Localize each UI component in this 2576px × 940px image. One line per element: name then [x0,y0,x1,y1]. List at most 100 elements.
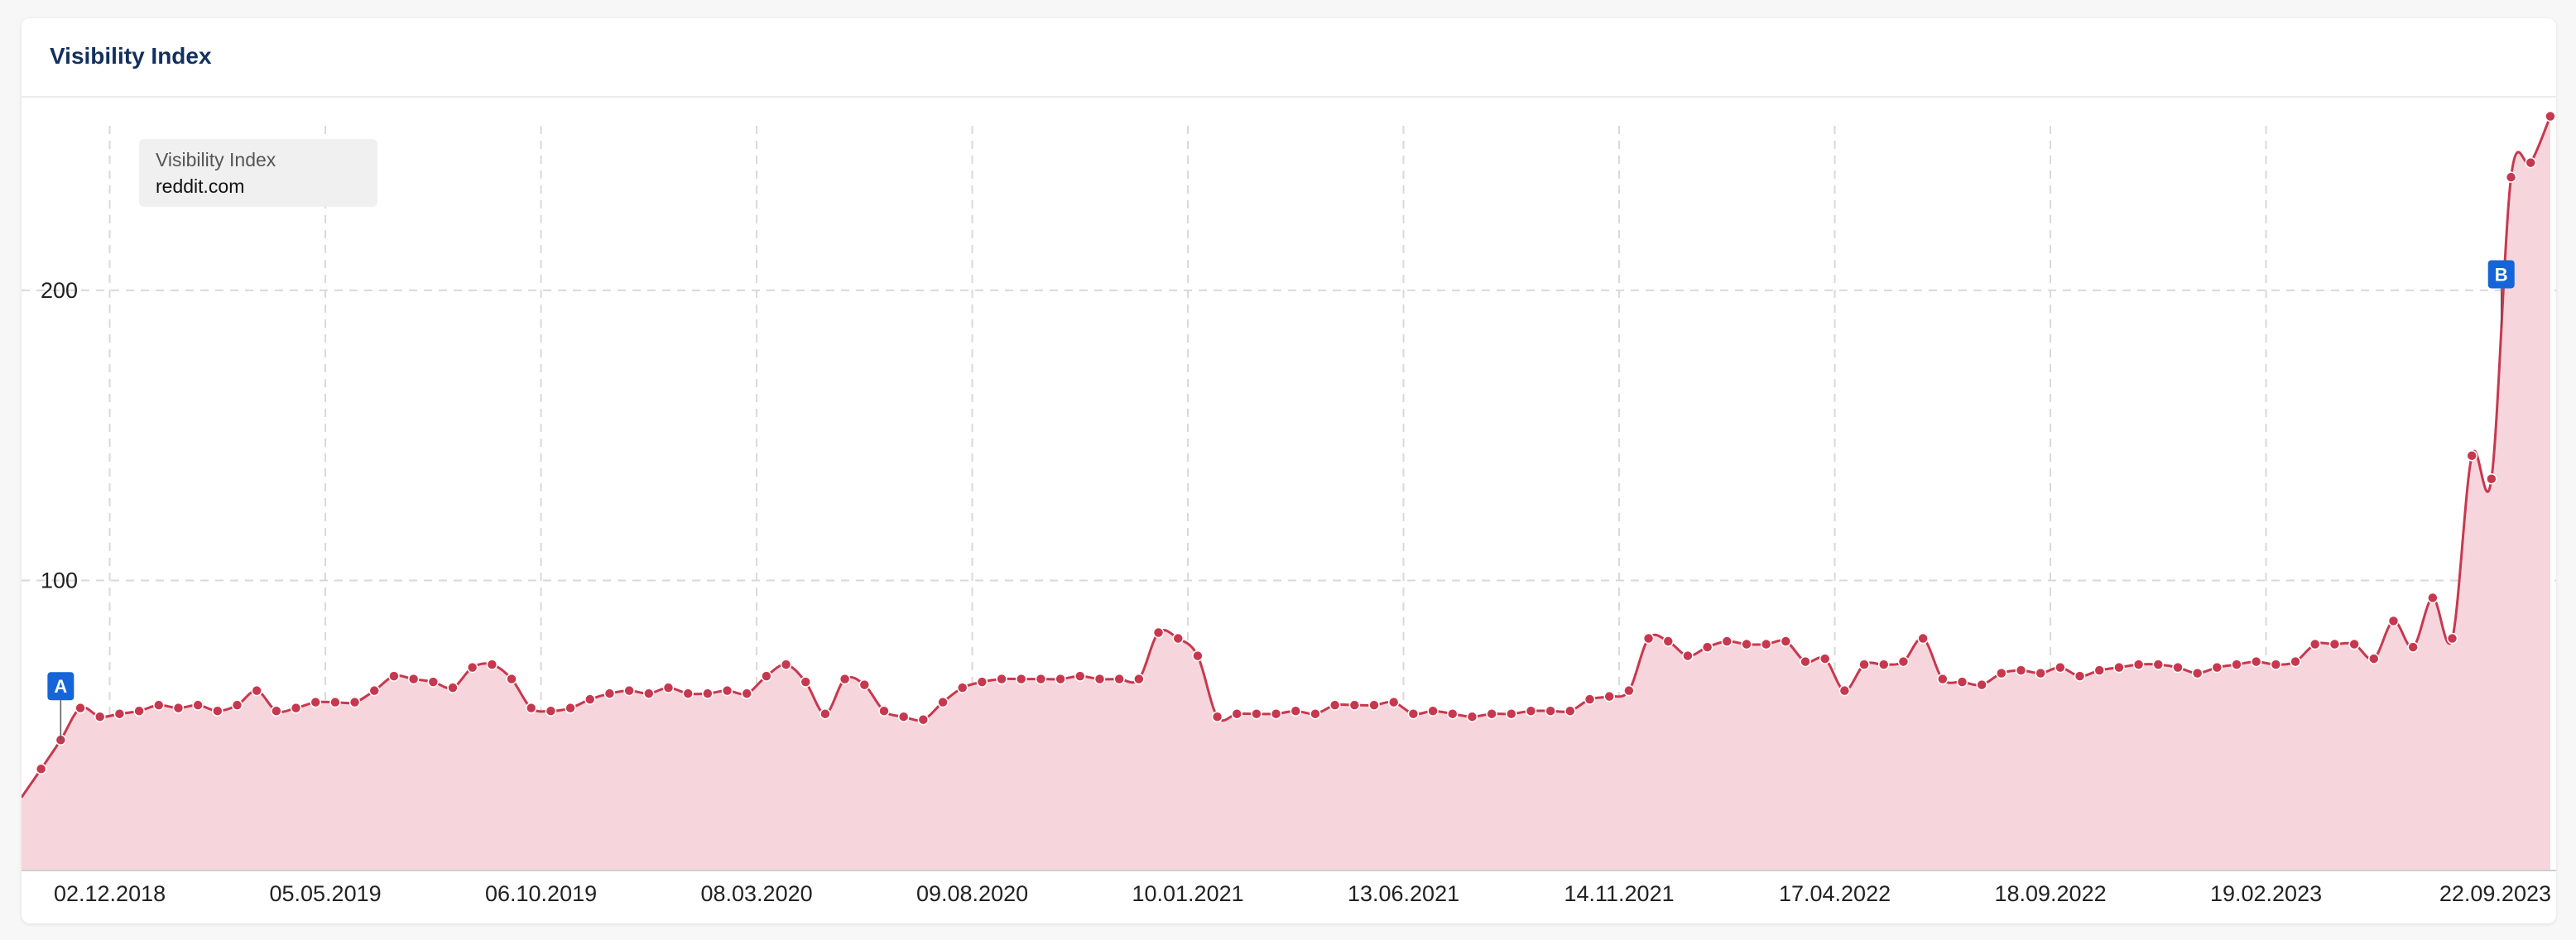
data-point [2466,449,2477,462]
data-point [1447,707,1459,720]
data-point [545,705,557,717]
y-tick-label: 100 [41,568,78,592]
y-tick-label: 200 [41,278,78,303]
data-point [1838,684,1851,697]
data-point [1368,699,1380,711]
visibility-chart: 100 200 02.12.2018 05.05.2019 06.10.2019 08.0… [22,110,2556,906]
data-point [741,688,752,699]
data-point [1016,673,1027,685]
data-point [2074,670,2086,682]
data-point [113,707,126,720]
data-point [643,688,655,699]
data-point [1682,650,1694,662]
data-point [878,705,890,717]
data-point [937,696,949,708]
data-point [2525,156,2536,169]
data-point [1466,711,1478,722]
data-point [1427,705,1439,717]
data-point [1290,705,1302,717]
data-point [1192,650,1204,662]
data-point [2172,661,2184,674]
legend-caption: Visibility Index [156,149,276,170]
data-point [290,702,302,714]
data-point [2270,659,2282,670]
data-point [1329,699,1341,711]
x-tick-label: 08.03.2020 [700,881,812,906]
data-point [2191,667,2204,679]
data-point [1721,635,1733,647]
data-point [1878,659,1890,670]
data-point [1741,638,1752,650]
x-tick-label: 10.01.2021 [1132,881,1243,906]
data-point [94,711,106,722]
data-point [447,682,459,693]
data-point [2486,472,2497,485]
data-point [1858,659,1870,670]
data-point [1074,670,1086,682]
data-point [996,673,1007,685]
data-point [780,659,792,670]
legend: Visibility Index reddit.com [139,139,377,207]
data-point [1642,632,1655,645]
data-point [839,673,851,685]
x-tick-label: 19.02.2023 [2210,881,2322,906]
data-point [1310,707,1321,720]
data-point [584,693,596,705]
data-point [192,699,204,711]
data-point [761,670,772,682]
data-point [1407,707,1420,720]
x-tick-label: 13.06.2021 [1348,881,1459,906]
data-point [2348,638,2360,650]
data-point [1545,705,1556,717]
data-point [251,684,262,697]
card-header: Visibility Index [22,18,2556,98]
data-point [819,707,831,720]
data-point [897,711,910,722]
data-point [1584,693,1596,705]
data-point [2309,638,2321,650]
x-tick-label: 18.09.2022 [1994,881,2106,906]
data-point [1760,638,1772,650]
data-point [1152,626,1165,639]
data-point [427,676,440,688]
data-point [1093,673,1106,685]
annotation-a-marker [47,672,74,701]
data-point [2407,641,2419,653]
data-point [74,702,86,714]
data-point [2231,659,2242,670]
legend-series: reddit.com [156,175,245,197]
data-point [800,676,812,688]
data-point [1387,696,1400,708]
data-point [1231,707,1243,720]
data-point [1348,699,1361,711]
data-point [1486,707,1497,720]
data-point [466,661,478,674]
data-point [565,702,576,714]
data-point [172,702,185,714]
x-tick-label: 06.10.2019 [485,881,597,906]
data-point [1996,667,2007,679]
data-point [1937,673,1949,685]
data-point [525,702,537,714]
data-point [2250,655,2262,668]
data-point [2055,661,2066,674]
annotation-label: B [2495,264,2508,285]
data-point [1270,707,1282,720]
data-point [1603,690,1615,703]
data-point [2093,664,2105,676]
data-point [2368,653,2380,664]
data-point [2387,615,2400,627]
data-point [1897,655,1910,668]
data-point [1800,655,1811,668]
annotation-label: A [54,676,67,697]
data-point [1172,632,1184,645]
data-point [1956,676,1968,688]
data-point [2545,110,2556,122]
data-point [662,682,675,693]
data-point [348,696,361,708]
data-point [682,688,694,699]
annotation-b-marker [2487,260,2515,289]
data-point [1564,705,1576,717]
data-point [486,659,498,670]
data-point [310,696,321,708]
